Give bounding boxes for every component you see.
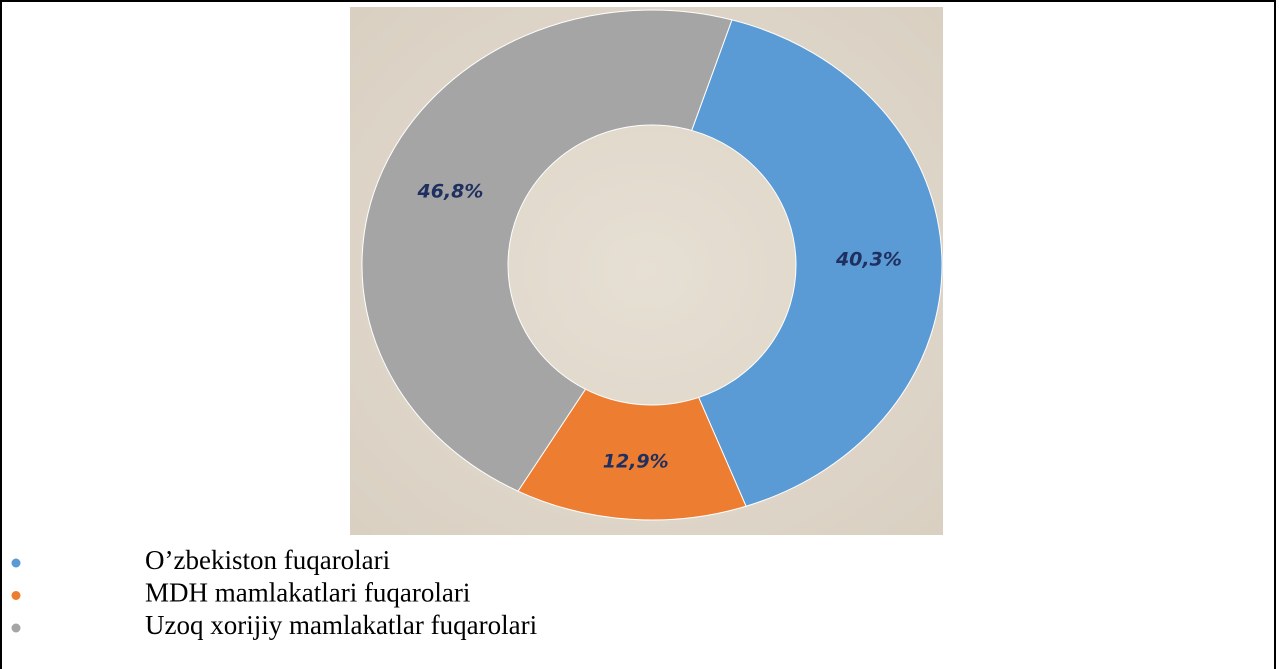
donut-segment bbox=[517, 388, 747, 521]
legend-marker bbox=[11, 591, 21, 600]
legend-marker bbox=[11, 623, 21, 633]
legend-label: MDH mamlakatlari fuqarolari bbox=[145, 578, 470, 608]
value-label: 46,8% bbox=[417, 180, 484, 202]
donut-segment bbox=[691, 19, 943, 507]
donut-segment bbox=[361, 9, 733, 492]
legend-label: Uzoq xorijiy mamlakatlar fuqarolari bbox=[145, 610, 537, 640]
legend-label: O’zbekiston fuqarolari bbox=[145, 545, 390, 575]
value-label: 40,3% bbox=[835, 248, 902, 270]
legend-marker bbox=[11, 558, 21, 568]
value-label: 12,9% bbox=[603, 450, 669, 472]
